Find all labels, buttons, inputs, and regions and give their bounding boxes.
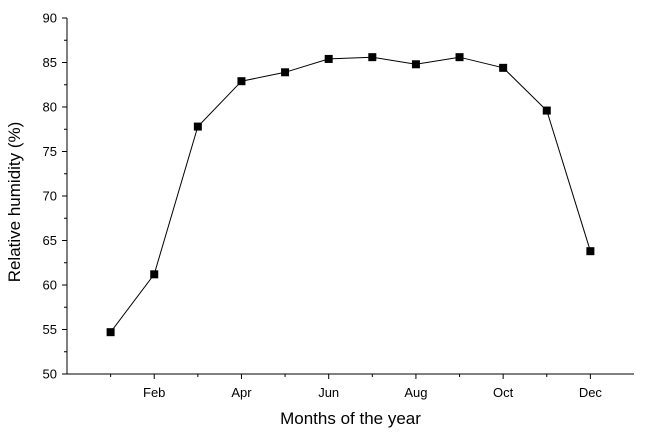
y-tick-label: 75 [43,144,57,159]
y-tick-label: 55 [43,322,57,337]
y-axis-title: Relative humidity (%) [5,122,24,283]
x-axis-title: Months of the year [280,409,421,428]
x-tick-label: Jun [318,385,339,400]
x-tick-label: Dec [579,385,603,400]
y-tick-label: 50 [43,367,57,382]
data-point-marker [499,63,508,72]
y-tick-label: 70 [43,189,57,204]
y-tick-label: 85 [43,55,57,70]
data-point-marker [455,53,464,62]
data-point-marker [193,122,202,131]
x-tick-label: Oct [493,385,514,400]
tick-marks [62,17,591,379]
axes [66,18,634,375]
tick-labels: 50 55 60 65 70 75 80 85 90 Feb Apr Jun Aug Oct Dec [43,11,603,401]
y-tick-label: 90 [43,11,57,26]
data-point-marker [106,328,115,337]
y-tick-label: 80 [43,100,57,115]
data-point-marker [368,53,377,62]
data-point-marker [586,247,595,256]
data-point-marker [324,54,333,63]
x-tick-label: Aug [404,385,427,400]
x-tick-label: Feb [143,385,165,400]
data-point-marker [411,60,420,69]
x-tick-label: Apr [231,385,252,400]
data-point-marker [150,270,159,279]
data-point-marker [281,68,290,77]
data-point-marker [237,77,246,86]
y-tick-label: 65 [43,233,57,248]
series-line [110,56,591,333]
series-layer [106,53,595,337]
y-tick-label: 60 [43,278,57,293]
data-point-marker [542,106,551,115]
